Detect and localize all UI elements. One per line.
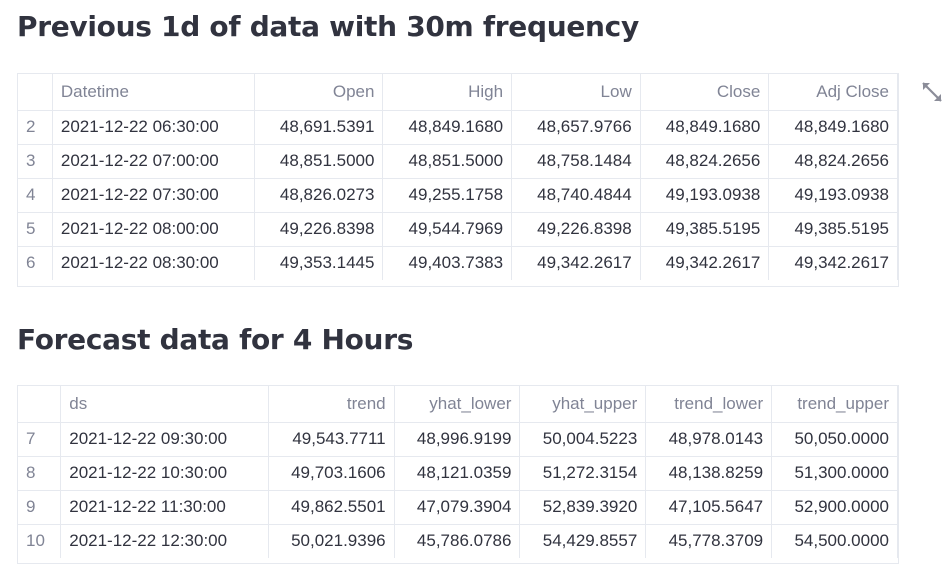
row-index: 2 <box>18 110 53 145</box>
cell-high[interactable]: 48,849.1680 <box>382 110 513 145</box>
cell-trend-upper[interactable]: 52,900.0000 <box>771 490 898 525</box>
column-header-close[interactable]: Close <box>640 74 770 111</box>
row-index: 7 <box>18 422 62 457</box>
section-title-history: Previous 1d of data with 30m frequency <box>17 10 639 43</box>
cell-high[interactable]: 49,403.7383 <box>382 246 513 280</box>
column-header-yhat-upper[interactable]: yhat_upper <box>519 386 647 423</box>
column-header-trend-lower[interactable]: trend_lower <box>645 386 773 423</box>
cell-close[interactable]: 49,342.2617 <box>640 246 770 280</box>
column-header-ds[interactable]: ds <box>60 386 269 423</box>
cell-high[interactable]: 49,255.1758 <box>382 178 513 213</box>
cell-datetime[interactable]: 2021-12-22 07:00:00 <box>52 144 255 179</box>
table-row: 2 2021-12-22 06:30:00 48,691.5391 48,849… <box>18 110 898 145</box>
table-header-row: ds trend yhat_lower yhat_upper trend_low… <box>18 386 898 423</box>
column-header-high[interactable]: High <box>382 74 513 111</box>
table-header-row: Datetime Open High Low Close Adj Close <box>18 74 898 111</box>
cell-yhat-upper[interactable]: 52,839.3920 <box>519 490 647 525</box>
cell-low[interactable]: 48,740.4844 <box>511 178 641 213</box>
cell-trend-lower[interactable]: 48,138.8259 <box>645 456 773 491</box>
cell-close[interactable]: 49,193.0938 <box>640 178 770 213</box>
cell-close[interactable]: 48,849.1680 <box>640 110 770 145</box>
cell-trend-upper[interactable]: 54,500.0000 <box>771 524 898 558</box>
column-header-trend-upper[interactable]: trend_upper <box>771 386 898 423</box>
history-dataframe[interactable]: Datetime Open High Low Close Adj Close 2… <box>17 73 899 287</box>
table-row: 8 2021-12-22 10:30:00 49,703.1606 48,121… <box>18 456 898 491</box>
cell-close[interactable]: 48,824.2656 <box>640 144 770 179</box>
cell-open[interactable]: 48,826.0273 <box>254 178 384 213</box>
table-row: 9 2021-12-22 11:30:00 49,862.5501 47,079… <box>18 490 898 525</box>
history-table: Datetime Open High Low Close Adj Close 2… <box>18 74 898 280</box>
cell-open[interactable]: 48,691.5391 <box>254 110 384 145</box>
cell-datetime[interactable]: 2021-12-22 08:30:00 <box>52 246 255 280</box>
cell-yhat-lower[interactable]: 47,079.3904 <box>394 490 521 525</box>
cell-open[interactable]: 49,226.8398 <box>254 212 384 247</box>
table-row: 7 2021-12-22 09:30:00 49,543.7711 48,996… <box>18 422 898 457</box>
cell-high[interactable]: 49,544.7969 <box>382 212 513 247</box>
index-header <box>18 74 53 111</box>
cell-trend[interactable]: 49,862.5501 <box>268 490 395 525</box>
cell-yhat-upper[interactable]: 54,429.8557 <box>519 524 647 558</box>
cell-trend-upper[interactable]: 51,300.0000 <box>771 456 898 491</box>
table-row: 5 2021-12-22 08:00:00 49,226.8398 49,544… <box>18 212 898 247</box>
cell-low[interactable]: 49,342.2617 <box>511 246 641 280</box>
cell-datetime[interactable]: 2021-12-22 08:00:00 <box>52 212 255 247</box>
cell-trend[interactable]: 50,021.9396 <box>268 524 395 558</box>
forecast-table: ds trend yhat_lower yhat_upper trend_low… <box>18 386 898 558</box>
row-index: 4 <box>18 178 53 213</box>
cell-ds[interactable]: 2021-12-22 09:30:00 <box>60 422 269 457</box>
cell-adj-close[interactable]: 49,342.2617 <box>768 246 898 280</box>
cell-trend-lower[interactable]: 47,105.5647 <box>645 490 773 525</box>
cell-high[interactable]: 48,851.5000 <box>382 144 513 179</box>
row-index: 9 <box>18 490 62 525</box>
cell-yhat-lower[interactable]: 45,786.0786 <box>394 524 521 558</box>
table-row: 3 2021-12-22 07:00:00 48,851.5000 48,851… <box>18 144 898 179</box>
cell-low[interactable]: 48,758.1484 <box>511 144 641 179</box>
cell-open[interactable]: 49,353.1445 <box>254 246 384 280</box>
index-header <box>18 386 62 423</box>
column-header-yhat-lower[interactable]: yhat_lower <box>394 386 521 423</box>
table-row: 4 2021-12-22 07:30:00 48,826.0273 49,255… <box>18 178 898 213</box>
fullscreen-expand-icon[interactable] <box>920 80 944 104</box>
cell-trend[interactable]: 49,703.1606 <box>268 456 395 491</box>
cell-ds[interactable]: 2021-12-22 12:30:00 <box>60 524 269 558</box>
cell-adj-close[interactable]: 48,824.2656 <box>768 144 898 179</box>
row-index: 8 <box>18 456 62 491</box>
cell-low[interactable]: 48,657.9766 <box>511 110 641 145</box>
cell-trend-lower[interactable]: 48,978.0143 <box>645 422 773 457</box>
column-header-open[interactable]: Open <box>254 74 384 111</box>
cell-yhat-upper[interactable]: 50,004.5223 <box>519 422 647 457</box>
cell-trend-lower[interactable]: 45,778.3709 <box>645 524 773 558</box>
table-row: 6 2021-12-22 08:30:00 49,353.1445 49,403… <box>18 246 898 280</box>
cell-trend[interactable]: 49,543.7711 <box>268 422 395 457</box>
row-index: 3 <box>18 144 53 179</box>
column-header-adj-close[interactable]: Adj Close <box>768 74 898 111</box>
cell-close[interactable]: 49,385.5195 <box>640 212 770 247</box>
cell-ds[interactable]: 2021-12-22 10:30:00 <box>60 456 269 491</box>
cell-adj-close[interactable]: 48,849.1680 <box>768 110 898 145</box>
cell-adj-close[interactable]: 49,385.5195 <box>768 212 898 247</box>
cell-datetime[interactable]: 2021-12-22 07:30:00 <box>52 178 255 213</box>
cell-adj-close[interactable]: 49,193.0938 <box>768 178 898 213</box>
forecast-dataframe[interactable]: ds trend yhat_lower yhat_upper trend_low… <box>17 385 899 564</box>
cell-yhat-lower[interactable]: 48,121.0359 <box>394 456 521 491</box>
cell-trend-upper[interactable]: 50,050.0000 <box>771 422 898 457</box>
section-title-forecast: Forecast data for 4 Hours <box>17 323 414 356</box>
column-header-low[interactable]: Low <box>511 74 641 111</box>
column-header-trend[interactable]: trend <box>268 386 395 423</box>
row-index: 10 <box>18 524 62 558</box>
column-header-datetime[interactable]: Datetime <box>52 74 255 111</box>
row-index: 5 <box>18 212 53 247</box>
table-row: 10 2021-12-22 12:30:00 50,021.9396 45,78… <box>18 524 898 558</box>
cell-yhat-upper[interactable]: 51,272.3154 <box>519 456 647 491</box>
cell-datetime[interactable]: 2021-12-22 06:30:00 <box>52 110 255 145</box>
fullscreen-expand-icon-graphic <box>922 82 942 102</box>
cell-low[interactable]: 49,226.8398 <box>511 212 641 247</box>
cell-ds[interactable]: 2021-12-22 11:30:00 <box>60 490 269 525</box>
cell-open[interactable]: 48,851.5000 <box>254 144 384 179</box>
cell-yhat-lower[interactable]: 48,996.9199 <box>394 422 521 457</box>
row-index: 6 <box>18 246 53 280</box>
